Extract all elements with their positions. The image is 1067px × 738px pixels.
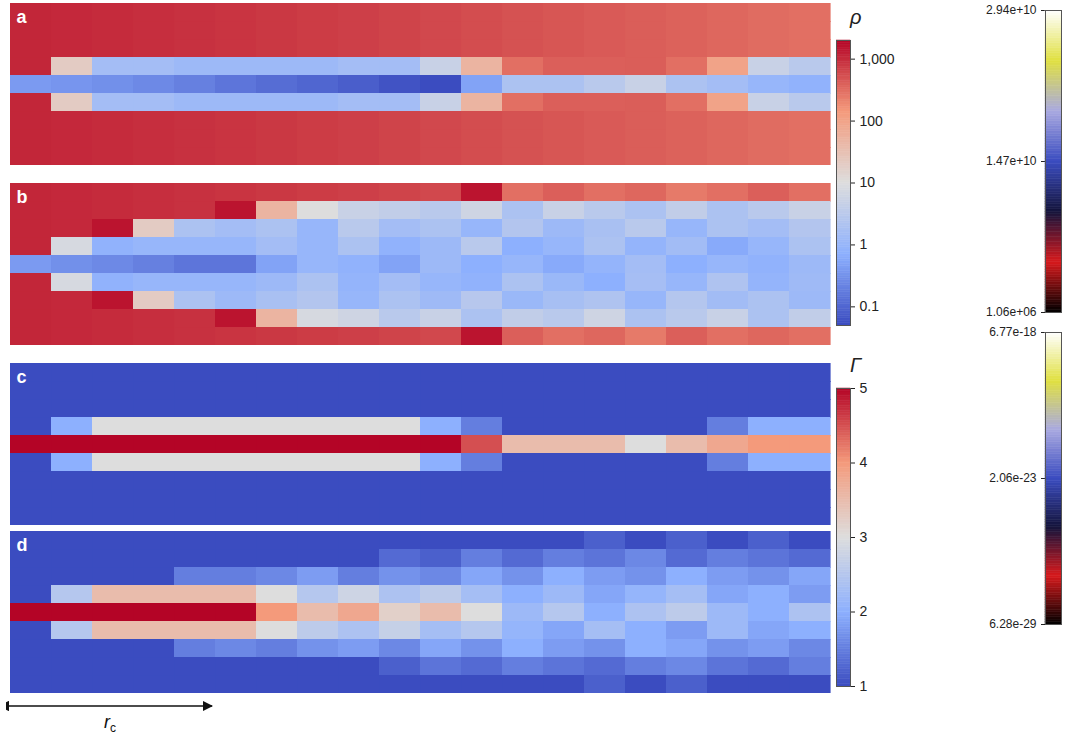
svg-text:0.1: 0.1 (860, 298, 880, 314)
html-text:ρ: ρ (850, 6, 862, 28)
svg-text:b: b (17, 187, 28, 207)
svg-text:6.28e-29: 6.28e-29 (989, 617, 1037, 631)
svg-text:3: 3 (860, 529, 868, 545)
svg-text:1.47e+10: 1.47e+10 (986, 154, 1037, 168)
svg-text:1: 1 (860, 678, 868, 694)
svg-text:c: c (17, 367, 27, 387)
svg-text:4: 4 (860, 454, 868, 470)
svg-text:10: 10 (860, 174, 876, 190)
svg-text:2.06e-23: 2.06e-23 (989, 471, 1037, 485)
svg-text:2: 2 (860, 603, 868, 619)
svg-text:6.77e-18: 6.77e-18 (989, 325, 1037, 339)
svg-text:2.94e+10: 2.94e+10 (986, 3, 1037, 17)
svg-text:d: d (17, 535, 28, 555)
svg-text:1.06e+06: 1.06e+06 (986, 305, 1037, 319)
svg-text:5: 5 (860, 380, 868, 396)
svg-text:1,000: 1,000 (860, 51, 895, 67)
svg-text:rc: rc (104, 712, 116, 735)
html-text:Γ: Γ (850, 354, 862, 376)
svg-text:1: 1 (860, 236, 868, 252)
svg-text:a: a (17, 7, 28, 27)
svg-text:100: 100 (860, 113, 884, 129)
